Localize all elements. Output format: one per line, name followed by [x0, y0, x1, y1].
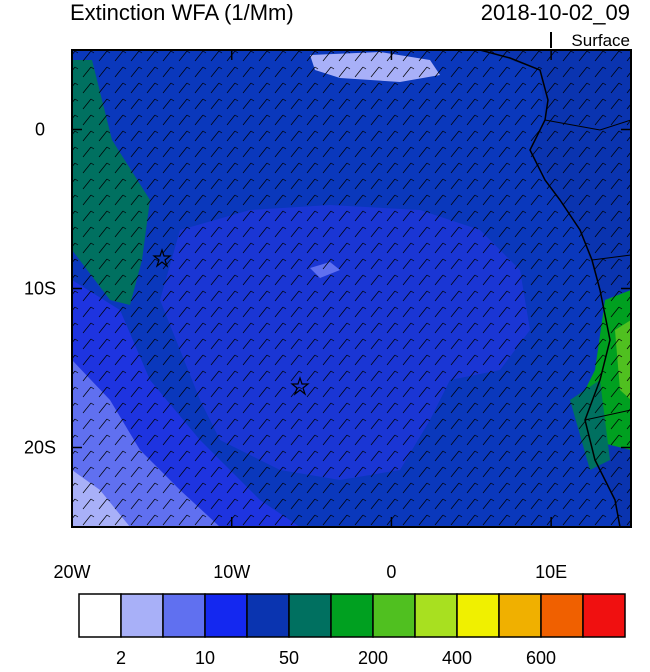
colorbar-box — [456, 593, 500, 638]
map-title: Extinction WFA (1/Mm) — [70, 0, 294, 25]
map-date: 2018-10-02_09 — [481, 0, 630, 25]
colorbar-box — [288, 593, 332, 638]
colorbar-box — [120, 593, 164, 638]
colorbar-box — [372, 593, 416, 638]
colorbar-box — [414, 593, 458, 638]
x-tick-label: 10E — [535, 562, 567, 582]
y-tick-label: 10S — [24, 279, 56, 299]
colorbar-box — [540, 593, 584, 638]
colorbar-box — [204, 593, 248, 638]
colorbar-box — [78, 593, 122, 638]
x-tick-label: 0 — [386, 562, 396, 582]
colorbar-box — [162, 593, 206, 638]
x-tick-label: 20W — [53, 562, 90, 582]
colorbar-label: 400 — [442, 648, 472, 667]
y-tick-label: 0 — [35, 120, 45, 140]
map-field — [72, 50, 631, 527]
y-tick-label: 20S — [24, 438, 56, 458]
colorbar-box — [498, 593, 542, 638]
colorbar-label: 200 — [358, 648, 388, 667]
colorbar-label: 2 — [116, 648, 126, 667]
colorbar-box — [246, 593, 290, 638]
x-tick-label: 10W — [213, 562, 250, 582]
colorbar-box — [330, 593, 374, 638]
level-label: Surface — [571, 31, 630, 50]
colorbar-label: 10 — [195, 648, 215, 667]
colorbar-label: 50 — [279, 648, 299, 667]
colorbar-box — [582, 593, 626, 638]
colorbar-label: 600 — [526, 648, 556, 667]
